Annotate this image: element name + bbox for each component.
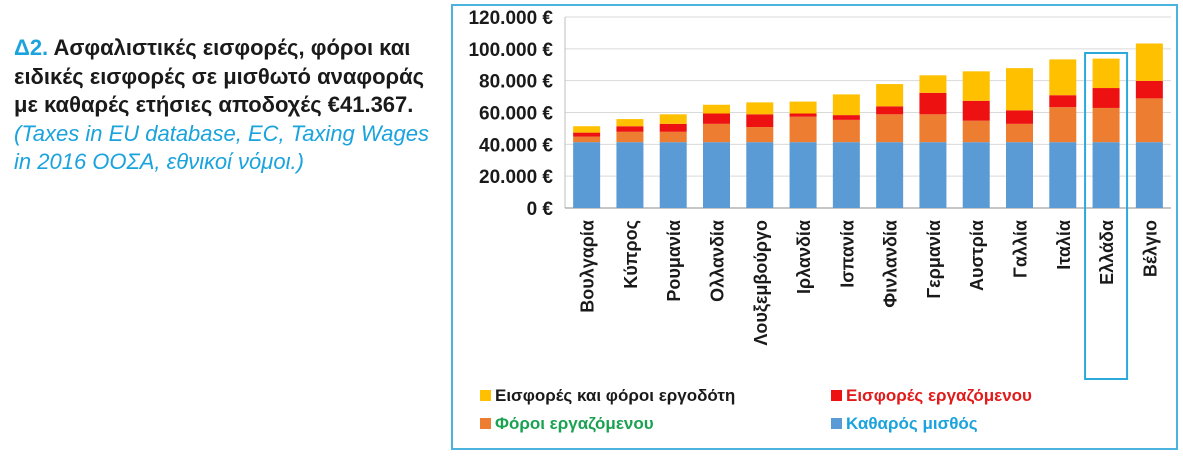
bar-segment bbox=[1049, 107, 1077, 143]
x-tick-label: Κύπρος bbox=[621, 220, 641, 289]
bar-segment bbox=[1092, 107, 1120, 143]
bar-segment bbox=[962, 100, 990, 121]
x-tick-label: Ιταλία bbox=[1054, 220, 1074, 270]
heading-text: Ασφαλιστικές εισφορές, φόροι και ειδικές… bbox=[14, 35, 425, 117]
bar-segment bbox=[1006, 68, 1033, 111]
x-tick-label: Φινλανδία bbox=[881, 220, 901, 308]
bar-segment bbox=[919, 75, 947, 93]
x-tick-label: Γερμανία bbox=[924, 220, 944, 299]
bar-segment bbox=[1135, 43, 1163, 81]
bar-segment bbox=[746, 127, 774, 143]
bar-segment bbox=[616, 126, 644, 132]
y-tick-label: 20.000 € bbox=[479, 167, 553, 188]
chart-frame: 0 € 20.000 € 40.000 € 60.000 € 80.000 € 100.0… bbox=[451, 4, 1178, 450]
bar-segment bbox=[573, 132, 601, 137]
bar-segment bbox=[789, 101, 817, 114]
legend-label: Φόροι εργαζόμενου bbox=[495, 414, 654, 433]
bar-segment bbox=[1006, 142, 1033, 208]
bar-segment bbox=[919, 114, 947, 143]
legend-swatch bbox=[480, 418, 491, 429]
bar-segment bbox=[616, 119, 644, 127]
x-tick-label: Ρουμανία bbox=[664, 220, 684, 302]
bar-segment bbox=[703, 104, 730, 114]
bar-segment bbox=[1092, 142, 1120, 208]
chart-heading: Δ2. Ασφαλιστικές εισφορές, φόροι και ειδ… bbox=[14, 34, 434, 120]
y-tick-label: 0 € bbox=[527, 199, 554, 220]
bar-segment bbox=[962, 120, 990, 143]
x-tick-label: Λουξεμβούργο bbox=[751, 220, 772, 346]
x-tick-label: Ιρλανδία bbox=[794, 220, 814, 294]
bar-segment bbox=[876, 84, 904, 107]
bar-segment bbox=[1049, 59, 1077, 96]
bar-segment bbox=[703, 123, 730, 143]
bar-segment bbox=[832, 94, 860, 116]
bar-segment bbox=[659, 114, 687, 124]
bar-segment bbox=[962, 71, 990, 101]
bar-segment bbox=[832, 119, 860, 143]
x-tick-label: Βέλγιο bbox=[1140, 220, 1160, 277]
source-note: (Taxes in EU database, EC, Taxing Wages … bbox=[14, 120, 429, 175]
bar-segment bbox=[703, 142, 730, 208]
bar-segment bbox=[573, 136, 601, 143]
x-tick-label: Βουλγαρία bbox=[578, 220, 598, 313]
bar-segment bbox=[876, 142, 904, 208]
x-tick-label: Αυστρία bbox=[967, 220, 987, 291]
bar-segment bbox=[573, 126, 601, 133]
legend-label: Καθαρός μισθός bbox=[846, 414, 978, 433]
bar-segment bbox=[876, 114, 904, 143]
x-tick-label: Ολλανδία bbox=[708, 220, 728, 302]
stacked-bar-chart: 0 € 20.000 € 40.000 € 60.000 € 80.000 € 100.0… bbox=[468, 8, 1171, 433]
bar-segment bbox=[659, 131, 687, 143]
bar-segment bbox=[616, 142, 644, 208]
bar-segment bbox=[616, 131, 644, 143]
bar-segment bbox=[876, 106, 904, 115]
y-tick-label: 120.000 € bbox=[468, 8, 553, 29]
heading-block: Δ2. Ασφαλιστικές εισφορές, φόροι και ειδ… bbox=[14, 34, 434, 177]
bar-segment bbox=[919, 142, 947, 208]
legend-swatch bbox=[831, 418, 842, 429]
y-tick-label: 60.000 € bbox=[479, 104, 553, 125]
bar-segment bbox=[1006, 123, 1033, 143]
legend-swatch bbox=[480, 390, 491, 401]
bar-segment bbox=[1135, 142, 1163, 208]
highlight-box bbox=[1084, 52, 1129, 380]
x-tick-label: Γαλλία bbox=[1011, 220, 1031, 278]
y-tick-label: 80.000 € bbox=[479, 72, 553, 93]
bar-segment bbox=[746, 142, 774, 208]
bar-segment bbox=[789, 142, 817, 208]
bar-segment bbox=[659, 142, 687, 208]
x-tick-label: Ελλάδα bbox=[1097, 220, 1117, 285]
bar-segment bbox=[1092, 88, 1120, 108]
bar-segment bbox=[919, 92, 947, 115]
bar-segment bbox=[703, 113, 730, 124]
legend-label: Εισφορές εργαζόμενου bbox=[846, 386, 1032, 405]
legend-label: Εισφορές και φόροι εργοδότη bbox=[495, 386, 735, 405]
bar-segment bbox=[1006, 110, 1033, 124]
bar-segment bbox=[1049, 142, 1077, 208]
bar-segment bbox=[746, 102, 774, 115]
x-tick-label: Ισπανία bbox=[837, 220, 857, 288]
legend-swatch bbox=[831, 390, 842, 401]
bar-segment bbox=[659, 123, 687, 132]
heading-number: Δ2. bbox=[14, 35, 49, 60]
bar-segment bbox=[789, 116, 817, 143]
bar-segment bbox=[1135, 98, 1163, 143]
y-tick-label: 100.000 € bbox=[468, 40, 553, 61]
bar-segment bbox=[1092, 58, 1120, 89]
bar-segment bbox=[789, 113, 817, 117]
bar-segment bbox=[746, 114, 774, 128]
bar-segment bbox=[832, 115, 860, 120]
bar-segment bbox=[573, 142, 601, 208]
y-tick-label: 40.000 € bbox=[479, 135, 553, 156]
bar-segment bbox=[1049, 95, 1077, 108]
bar-segment bbox=[962, 142, 990, 208]
bar-segment bbox=[832, 142, 860, 208]
bar-segment bbox=[1135, 80, 1163, 99]
